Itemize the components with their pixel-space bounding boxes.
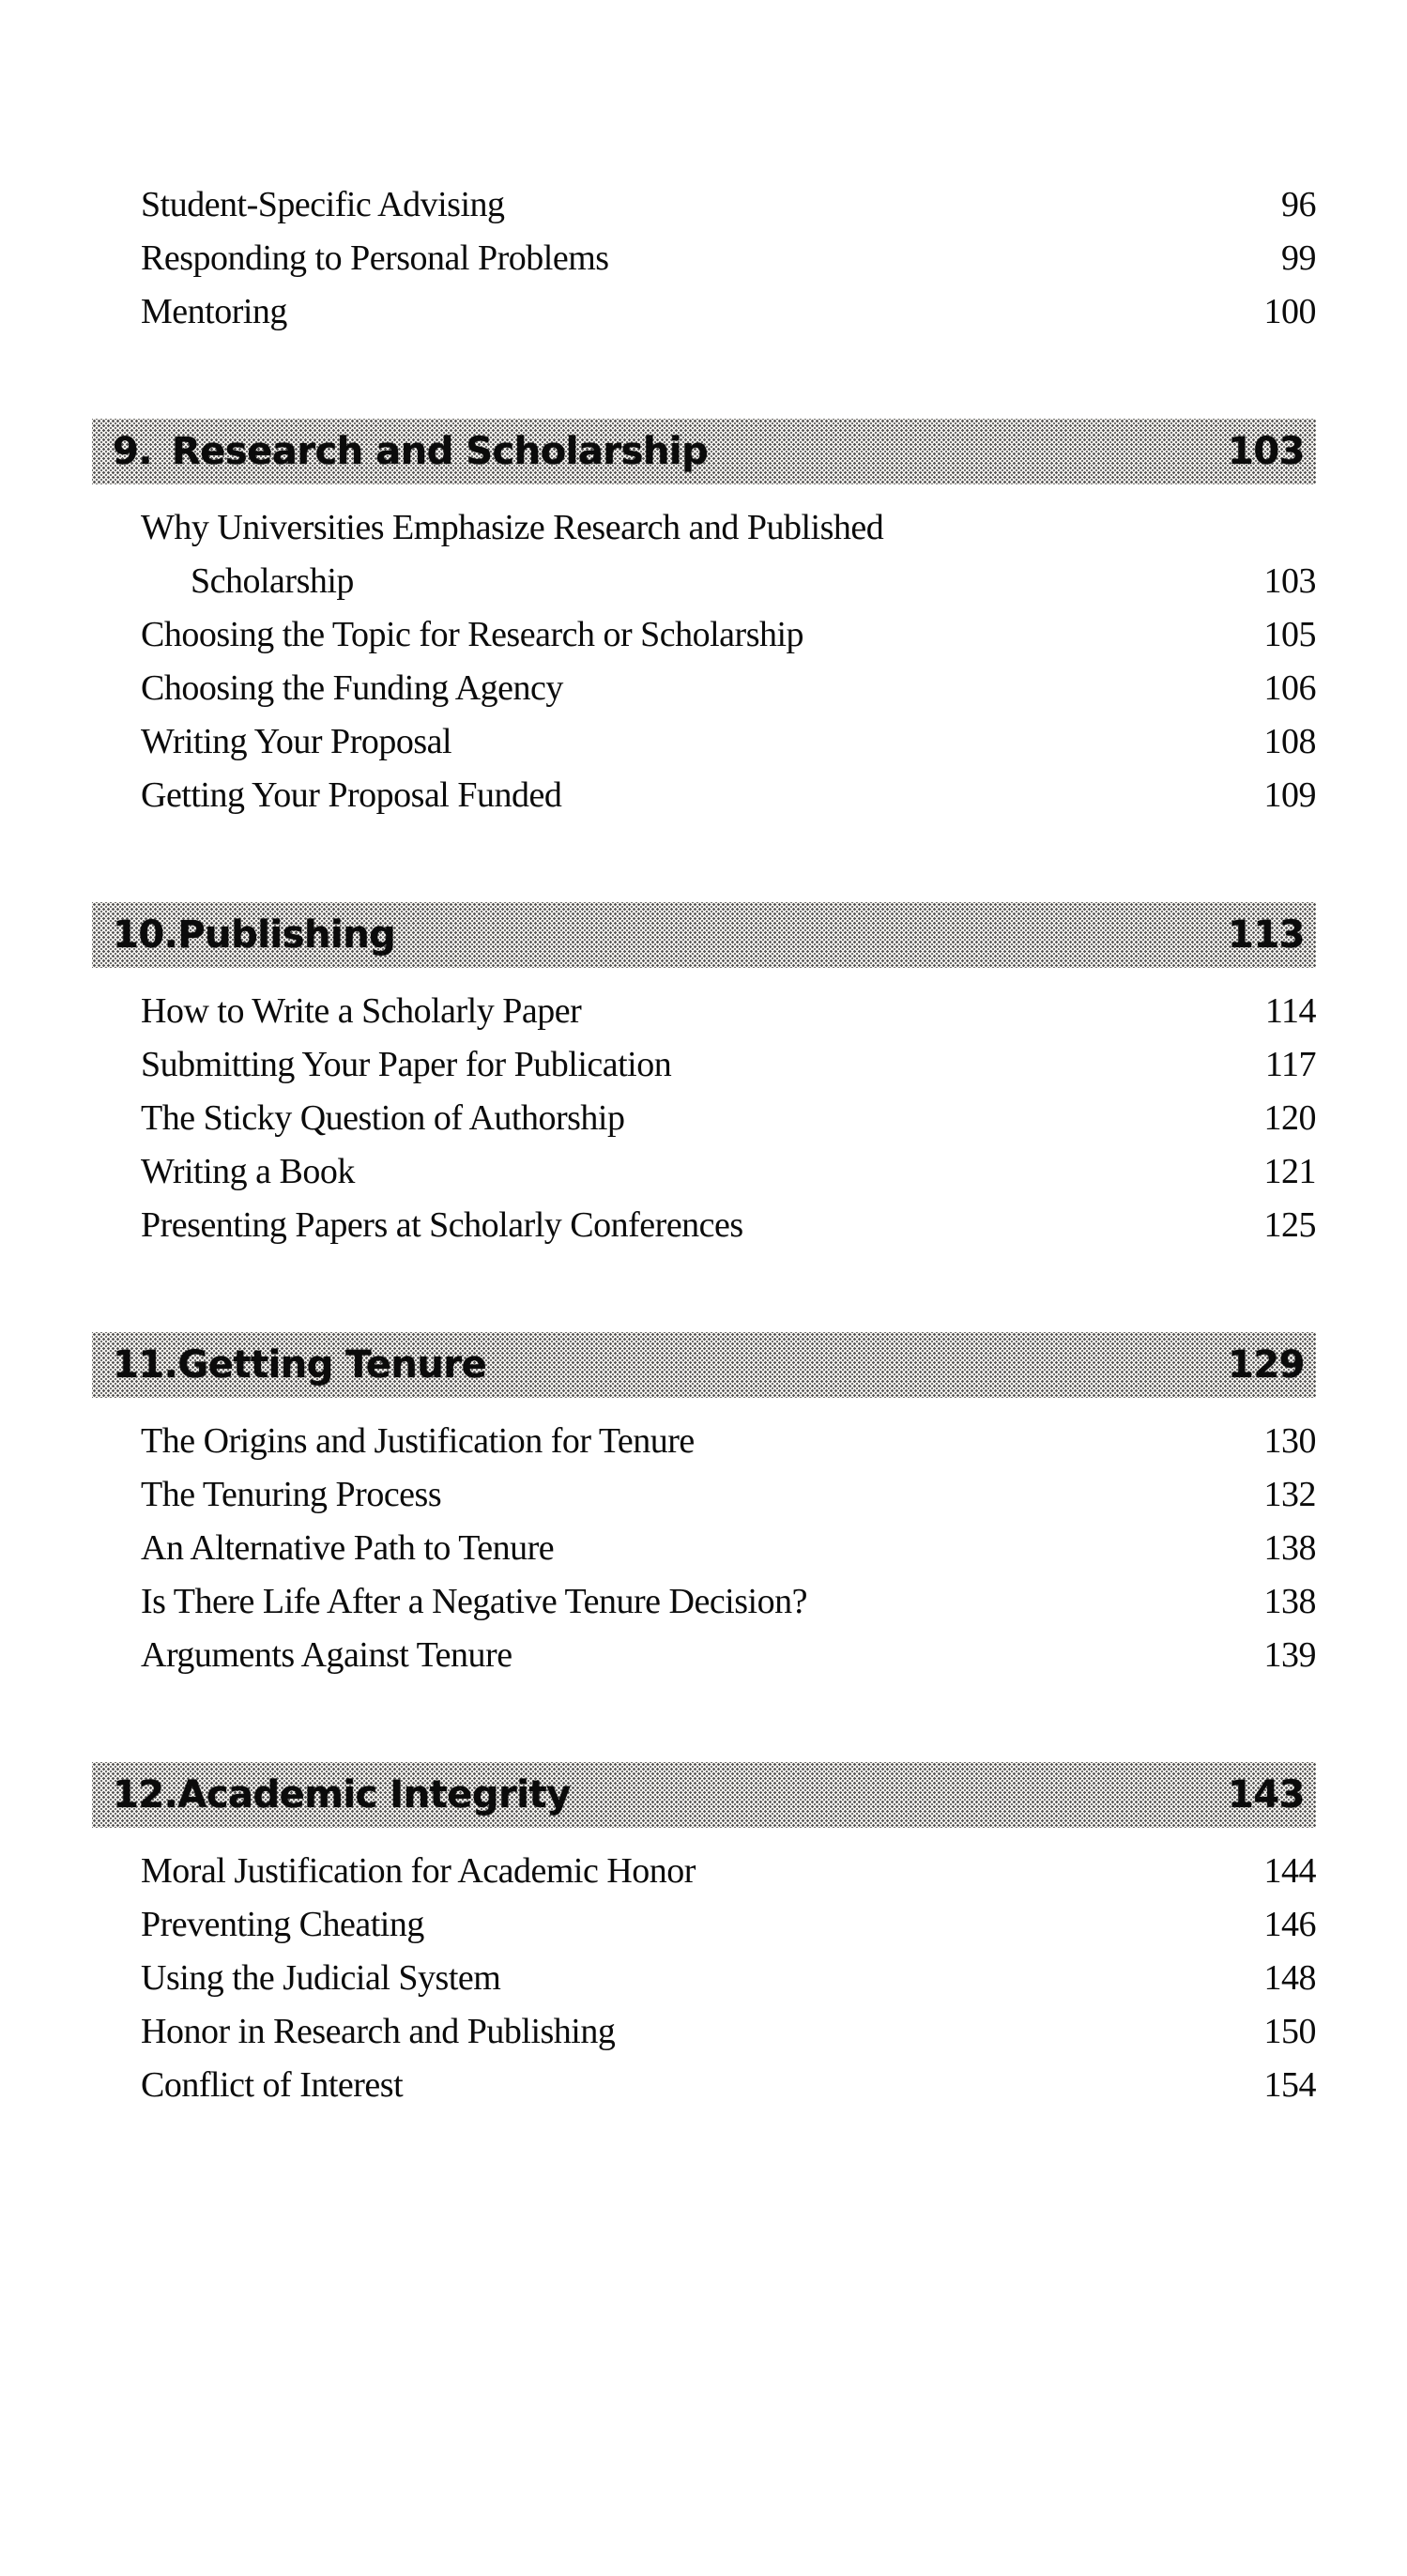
chapter-header-bar: 9. Research and Scholarship 103 bbox=[92, 419, 1316, 484]
entry-page-number: 139 bbox=[1263, 1635, 1317, 1675]
entry-title: The Origins and Justification for Tenure bbox=[141, 1421, 695, 1461]
entry-page-number: 114 bbox=[1264, 991, 1317, 1031]
toc-entry: Presenting Papers at Scholarly Conferenc… bbox=[141, 1199, 1316, 1252]
chapter-number: 11. bbox=[113, 1343, 178, 1387]
toc-entry: Choosing the Topic for Research or Schol… bbox=[141, 608, 1316, 662]
entry-page-number: 154 bbox=[1263, 2065, 1317, 2105]
toc-entry: The Sticky Question of Authorship 120 bbox=[141, 1092, 1316, 1145]
entry-page-number: 117 bbox=[1264, 1045, 1317, 1084]
entry-page-number: 99 bbox=[1281, 238, 1317, 278]
entry-page-number: 96 bbox=[1281, 185, 1317, 224]
chapter-number: 10. bbox=[113, 913, 178, 957]
entry-title: The Sticky Question of Authorship bbox=[141, 1098, 625, 1138]
entry-page-number: 121 bbox=[1263, 1152, 1317, 1191]
entry-title: Is There Life After a Negative Tenure De… bbox=[141, 1582, 807, 1621]
entry-title: Submitting Your Paper for Publication bbox=[141, 1045, 672, 1084]
entry-title: Using the Judicial System bbox=[141, 1958, 501, 1998]
entry-title: Arguments Against Tenure bbox=[141, 1635, 512, 1675]
chapter-title: Getting Tenure bbox=[177, 1343, 487, 1387]
entry-title: Honor in Research and Publishing bbox=[141, 2012, 616, 2051]
entry-title: Choosing the Funding Agency bbox=[141, 668, 563, 708]
chapter-number: 12. bbox=[113, 1773, 178, 1817]
chapter-header-bar: 11. Getting Tenure 129 bbox=[92, 1332, 1316, 1398]
chapter-title: Research and Scholarship bbox=[172, 430, 709, 473]
entry-page-number: 106 bbox=[1263, 668, 1317, 708]
chapter-entries: Why Universities Emphasize Research and … bbox=[0, 501, 1407, 822]
toc-entry: How to Write a Scholarly Paper 114 bbox=[141, 985, 1317, 1038]
entry-title: Writing Your Proposal bbox=[141, 722, 452, 761]
toc-entry: An Alternative Path to Tenure 138 bbox=[141, 1522, 1316, 1575]
toc-entry: Arguments Against Tenure 139 bbox=[141, 1629, 1316, 1682]
toc-entry: Moral Justification for Academic Honor 1… bbox=[141, 1845, 1316, 1898]
chapter-entries: How to Write a Scholarly Paper 114 Submi… bbox=[0, 985, 1407, 1252]
toc-entry: Submitting Your Paper for Publication 11… bbox=[141, 1038, 1317, 1092]
toc-entry: Mentoring 100 bbox=[141, 285, 1316, 339]
entry-page-number: 146 bbox=[1263, 1905, 1317, 1944]
entry-page-number: 132 bbox=[1263, 1475, 1317, 1514]
entry-page-number: 109 bbox=[1263, 775, 1317, 815]
chapter-page-number: 129 bbox=[1228, 1343, 1306, 1387]
chapter-title: Publishing bbox=[177, 913, 396, 957]
toc-leading-entries: Student-Specific Advising 96 Responding … bbox=[0, 178, 1407, 339]
entry-page-number: 125 bbox=[1263, 1205, 1317, 1245]
chapter-section-11: 11. Getting Tenure 129 The Origins and J… bbox=[0, 1332, 1407, 1682]
entry-title: Conflict of Interest bbox=[141, 2065, 404, 2105]
entry-title: Getting Your Proposal Funded bbox=[141, 775, 562, 815]
entry-page-number: 100 bbox=[1263, 292, 1317, 331]
entry-title: The Tenuring Process bbox=[141, 1475, 442, 1514]
toc-entry: The Tenuring Process 132 bbox=[141, 1468, 1316, 1522]
entry-page-number: 150 bbox=[1263, 2012, 1317, 2051]
chapter-header-bar: 12. Academic Integrity 143 bbox=[92, 1762, 1316, 1828]
entry-title: Choosing the Topic for Research or Schol… bbox=[141, 615, 804, 654]
toc-entry-wrapped-line1: Why Universities Emphasize Research and … bbox=[141, 508, 884, 547]
toc-entry: Is There Life After a Negative Tenure De… bbox=[141, 1575, 1316, 1629]
chapter-page-number: 143 bbox=[1228, 1773, 1306, 1817]
chapter-title: Academic Integrity bbox=[177, 1773, 571, 1817]
chapter-number: 9. bbox=[113, 430, 153, 473]
chapter-entries: The Origins and Justification for Tenure… bbox=[0, 1415, 1407, 1682]
toc-entry: Writing Your Proposal 108 bbox=[141, 715, 1316, 769]
chapter-page-number: 113 bbox=[1228, 913, 1306, 957]
toc-entry: Student-Specific Advising 96 bbox=[141, 178, 1317, 232]
chapter-page-number: 103 bbox=[1228, 430, 1306, 473]
chapter-section-9: 9. Research and Scholarship 103 Why Univ… bbox=[0, 419, 1407, 822]
entry-title: Writing a Book bbox=[141, 1152, 355, 1191]
entry-page-number: 108 bbox=[1263, 722, 1317, 761]
chapter-entries: Moral Justification for Academic Honor 1… bbox=[0, 1845, 1407, 2112]
entry-title-continuation: Scholarship bbox=[191, 561, 354, 601]
entry-page-number: 120 bbox=[1263, 1098, 1317, 1138]
toc-entry-wrapped-line2: Scholarship 103 bbox=[141, 555, 1316, 608]
entry-title: Preventing Cheating bbox=[141, 1905, 424, 1944]
toc-page: Student-Specific Advising 96 Responding … bbox=[0, 178, 1407, 2576]
toc-entry: Responding to Personal Problems 99 bbox=[141, 232, 1317, 285]
toc-entry: Writing a Book 121 bbox=[141, 1145, 1316, 1199]
chapter-section-10: 10. Publishing 113 How to Write a Schola… bbox=[0, 902, 1407, 1252]
entry-title: Responding to Personal Problems bbox=[141, 238, 609, 278]
entry-title: An Alternative Path to Tenure bbox=[141, 1528, 555, 1568]
entry-title: Presenting Papers at Scholarly Conferenc… bbox=[141, 1205, 743, 1245]
entry-page-number: 138 bbox=[1263, 1528, 1317, 1568]
toc-entry: Preventing Cheating 146 bbox=[141, 1898, 1316, 1952]
toc-entry: The Origins and Justification for Tenure… bbox=[141, 1415, 1316, 1468]
entry-title: Mentoring bbox=[141, 292, 287, 331]
entry-page-number: 138 bbox=[1263, 1582, 1317, 1621]
entry-page-number: 144 bbox=[1263, 1851, 1317, 1891]
toc-entry: Using the Judicial System 148 bbox=[141, 1952, 1316, 2005]
toc-entry: Honor in Research and Publishing 150 bbox=[141, 2005, 1316, 2059]
entry-page-number: 130 bbox=[1263, 1421, 1317, 1461]
chapter-section-12: 12. Academic Integrity 143 Moral Justifi… bbox=[0, 1762, 1407, 2112]
entry-page-number: 103 bbox=[1263, 561, 1317, 601]
entry-title: Moral Justification for Academic Honor bbox=[141, 1851, 696, 1891]
entry-page-number: 105 bbox=[1263, 615, 1317, 654]
toc-entry: Getting Your Proposal Funded 109 bbox=[141, 769, 1316, 822]
entry-title: How to Write a Scholarly Paper bbox=[141, 991, 582, 1031]
toc-entry: Choosing the Funding Agency 106 bbox=[141, 662, 1316, 715]
chapter-header-bar: 10. Publishing 113 bbox=[92, 902, 1316, 968]
toc-entry: Conflict of Interest 154 bbox=[141, 2059, 1316, 2112]
entry-page-number: 148 bbox=[1263, 1958, 1317, 1998]
entry-title: Student-Specific Advising bbox=[141, 185, 505, 224]
